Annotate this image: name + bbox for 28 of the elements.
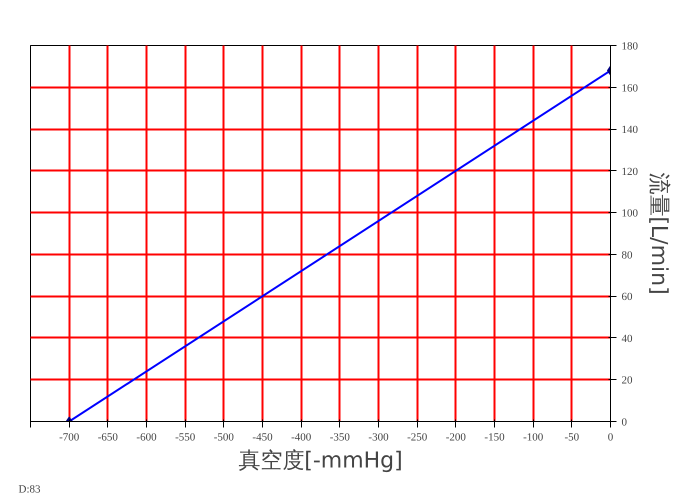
x-tick-label: -200 — [446, 432, 466, 444]
y-tick-label: 100 — [622, 208, 638, 220]
x-axis-title: 真空度[-mmHg] — [238, 448, 403, 474]
x-tick-label: -550 — [175, 432, 196, 444]
x-tick-label: 0 — [608, 432, 614, 444]
y-tick-label: 120 — [622, 166, 638, 178]
y-tick-label: 60 — [622, 291, 633, 304]
x-tick-label: -50 — [564, 432, 580, 444]
y-axis-title: 流量[L/min] — [646, 172, 671, 295]
x-tick-label: -450 — [252, 432, 274, 444]
y-tick-label: 80 — [622, 249, 633, 262]
y-tick-label: 160 — [622, 82, 638, 94]
y-tick-label: 140 — [622, 124, 638, 136]
y-tick-label: 0 — [622, 416, 628, 428]
y-tick-label: 20 — [622, 374, 633, 387]
y-tick-label: 40 — [622, 332, 633, 345]
x-tick-label: -700 — [59, 432, 80, 444]
x-tick-label: -650 — [98, 432, 118, 444]
x-tick-label: -350 — [330, 432, 350, 444]
x-tick-label: -500 — [214, 432, 234, 444]
x-tick-label: -150 — [484, 432, 506, 444]
text: D:83 — [18, 484, 41, 496]
x-tick-label: -100 — [523, 432, 544, 444]
x-tick-label: -300 — [368, 432, 390, 444]
x-tick-label: -400 — [291, 432, 312, 444]
x-tick-label: -250 — [407, 432, 428, 444]
x-tick-label: -600 — [136, 432, 158, 444]
y-tick-label: 180 — [622, 40, 638, 52]
